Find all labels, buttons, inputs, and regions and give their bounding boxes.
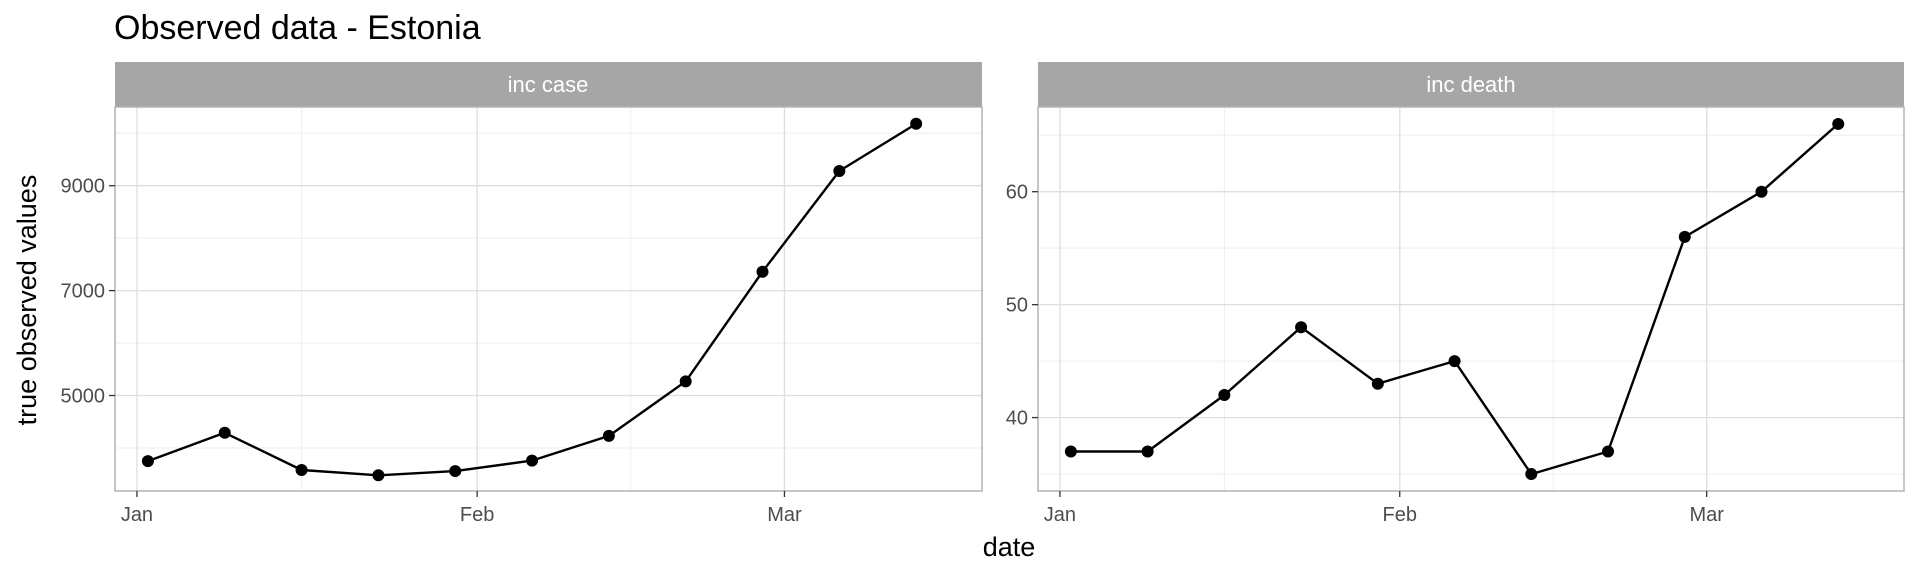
series-line bbox=[147, 122, 917, 477]
panel-border bbox=[114, 106, 983, 492]
data-point bbox=[526, 454, 539, 467]
x-axis-label: date bbox=[983, 532, 1036, 562]
y-tick-label: 9000 bbox=[61, 176, 106, 198]
chart-title: Observed data - Estonia bbox=[114, 9, 481, 47]
data-point bbox=[1678, 230, 1691, 243]
y-tick-label: 60 bbox=[1006, 182, 1028, 204]
data-point bbox=[756, 265, 769, 278]
x-tick-label: Mar bbox=[767, 504, 802, 526]
x-tick-label: Jan bbox=[121, 504, 153, 526]
data-point bbox=[449, 465, 462, 478]
data-point bbox=[218, 426, 231, 439]
data-point bbox=[1141, 445, 1154, 458]
data-point bbox=[141, 455, 154, 468]
y-tick-label: 7000 bbox=[61, 281, 106, 303]
data-point bbox=[1371, 377, 1384, 390]
x-tick-label: Mar bbox=[1689, 504, 1724, 526]
series-inc-case bbox=[141, 117, 923, 482]
data-point bbox=[910, 117, 923, 130]
data-point bbox=[372, 469, 385, 482]
panel-strip-label: inc death bbox=[1426, 72, 1515, 97]
y-axis-ticks: 5000 7000 9000 bbox=[61, 176, 115, 408]
panel-grid bbox=[115, 107, 982, 491]
y-tick-label: 40 bbox=[1006, 408, 1028, 430]
x-tick-label: Jan bbox=[1044, 504, 1076, 526]
series-inc-death bbox=[1064, 117, 1845, 481]
data-point bbox=[1832, 117, 1845, 130]
y-axis-ticks: 40 50 60 bbox=[1006, 182, 1038, 430]
data-point bbox=[1525, 468, 1538, 481]
series-line bbox=[1070, 123, 1839, 476]
x-axis-ticks: Jan Feb Mar bbox=[121, 491, 802, 526]
panel-inc-case: inc case 5000 7000 9000 Jan Feb Mar bbox=[61, 62, 983, 526]
data-point bbox=[1602, 445, 1615, 458]
data-point bbox=[1295, 321, 1308, 334]
x-tick-label: Feb bbox=[460, 504, 494, 526]
panel-strip-label: inc case bbox=[508, 72, 589, 97]
x-tick-label: Feb bbox=[1383, 504, 1417, 526]
data-point bbox=[1448, 355, 1461, 368]
data-point bbox=[833, 165, 846, 177]
y-tick-label: 5000 bbox=[61, 386, 106, 408]
y-axis-label: true observed values bbox=[12, 175, 42, 426]
data-point bbox=[679, 375, 692, 388]
data-point bbox=[1755, 185, 1768, 198]
panel-border bbox=[1037, 106, 1905, 492]
x-axis-ticks: Jan Feb Mar bbox=[1044, 491, 1724, 526]
data-point bbox=[602, 429, 615, 442]
data-point bbox=[1218, 389, 1231, 401]
panel-grid bbox=[1038, 107, 1904, 491]
panel-inc-death: inc death 40 50 60 Jan Feb Mar bbox=[1006, 62, 1905, 526]
data-point bbox=[1064, 445, 1077, 458]
data-point bbox=[295, 464, 308, 477]
panel-strip bbox=[115, 62, 982, 107]
y-tick-label: 50 bbox=[1006, 295, 1028, 317]
panel-strip bbox=[1038, 62, 1904, 107]
